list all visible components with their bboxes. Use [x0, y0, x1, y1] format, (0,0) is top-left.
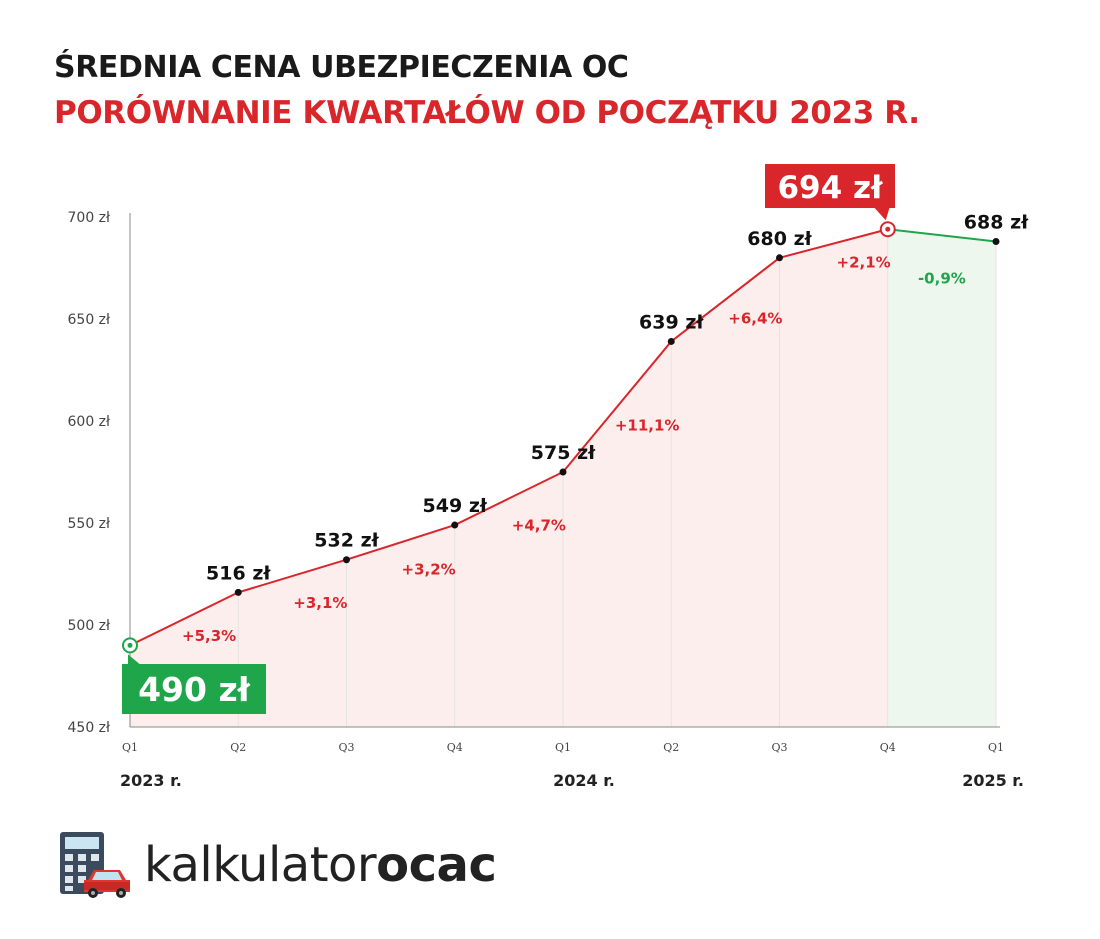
- x-tick-label: Q2: [663, 741, 679, 754]
- data-point-max-dot: [885, 226, 891, 232]
- change-label: +2,1%: [837, 254, 891, 272]
- calculator-car-icon: [60, 832, 130, 898]
- min-badge-pointer: [128, 654, 140, 665]
- y-tick-label: 550 zł: [68, 516, 111, 532]
- series-line-segment: [670, 257, 781, 343]
- series-line-segment: [346, 524, 456, 561]
- x-tick-label: Q1: [122, 741, 138, 754]
- data-value-label: 639 zł: [639, 311, 704, 333]
- x-tick-label: Q1: [988, 741, 1004, 754]
- y-tick-label: 450 zł: [68, 720, 111, 736]
- series-line-segment: [887, 228, 997, 243]
- data-value-label: 532 zł: [314, 530, 379, 552]
- series-line-segment: [562, 340, 673, 473]
- year-label: 2025 r.: [962, 771, 1024, 790]
- brand-wordmark-bold: ocac: [376, 837, 497, 893]
- brand-wordmark-light: kalkulator: [144, 837, 377, 893]
- chart-title: ŚREDNIA CENA UBEZPIECZENIA OC: [54, 50, 629, 85]
- change-label: +11,1%: [615, 417, 680, 435]
- area-fill-segment: [887, 229, 996, 728]
- y-tick-label: 650 zł: [68, 312, 111, 328]
- data-point: [234, 588, 242, 596]
- data-value-label: 516 zł: [206, 562, 271, 584]
- data-value-label: 688 zł: [964, 211, 1029, 233]
- x-tick-label: Q1: [555, 741, 571, 754]
- min-value-badge: [122, 664, 266, 714]
- y-tick-label: 500 zł: [68, 618, 111, 634]
- change-label: +3,2%: [402, 560, 456, 578]
- max-value-badge: [765, 164, 895, 208]
- data-point: [343, 556, 350, 564]
- data-point: [992, 237, 1000, 245]
- series-line-segment: [454, 471, 564, 526]
- data-point-min-dot: [127, 642, 133, 648]
- y-tick-label: 600 zł: [68, 414, 111, 430]
- change-label: +5,3%: [182, 627, 236, 645]
- series-line-segment: [779, 228, 889, 259]
- area-fill-segment: [671, 257, 780, 727]
- data-value-label: 549 zł: [423, 495, 488, 517]
- chart-subtitle: PORÓWNANIE KWARTAŁÓW OD POCZĄTKU 2023 R.: [54, 95, 920, 131]
- brand-logo[interactable]: kalkulatorocac: [58, 830, 497, 900]
- brand-wordmark: kalkulatorocac: [144, 837, 497, 893]
- year-label: 2024 r.: [553, 771, 615, 790]
- series-line-segment: [237, 558, 347, 594]
- data-point: [451, 521, 459, 529]
- x-tick-label: Q3: [338, 741, 354, 754]
- data-point: [559, 468, 567, 476]
- y-tick-label: 700 zł: [68, 210, 111, 226]
- year-label: 2023 r.: [120, 771, 182, 790]
- data-point: [776, 254, 783, 262]
- max-value-badge-label: 694 zł: [777, 170, 884, 206]
- data-value-label: 680 zł: [747, 228, 812, 250]
- min-value-badge-label: 490 zł: [138, 670, 251, 709]
- area-fill-segment: [454, 472, 563, 727]
- max-badge-pointer: [873, 207, 890, 221]
- series-line-segment: [129, 591, 239, 647]
- change-label: +6,4%: [728, 310, 782, 328]
- x-tick-label: Q3: [771, 741, 787, 754]
- area-fill-segment: [779, 229, 888, 728]
- x-tick-label: Q4: [880, 741, 896, 754]
- area-fill-segment: [346, 525, 455, 727]
- data-point: [667, 337, 675, 345]
- x-tick-label: Q4: [447, 741, 463, 754]
- change-label: -0,9%: [918, 269, 966, 287]
- x-tick-label: Q2: [230, 741, 246, 754]
- change-label: +3,1%: [293, 594, 347, 612]
- area-fill-segment: [563, 341, 672, 727]
- change-label: +4,7%: [512, 517, 566, 535]
- data-value-label: 575 zł: [531, 442, 596, 464]
